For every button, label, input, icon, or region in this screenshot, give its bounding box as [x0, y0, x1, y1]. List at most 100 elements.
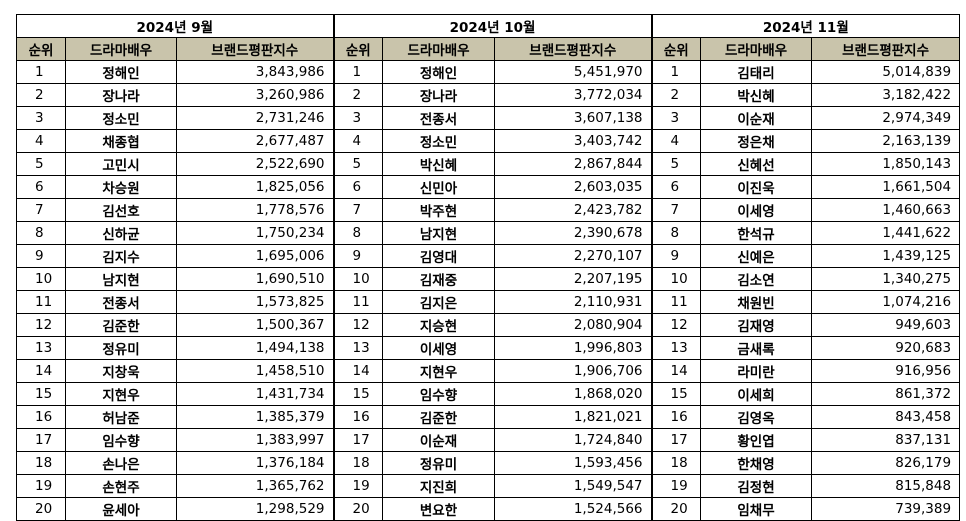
- brand-index-cell: 2,423,782: [494, 198, 653, 222]
- table-row: 6 차승원 1,825,056 6 신민아 2,603,035 6 이진욱 1,661,504: [16, 175, 961, 199]
- brand-index-cell: 3,182,422: [811, 83, 961, 107]
- rank-cell: 19: [16, 474, 66, 498]
- rank-cell: 4: [16, 129, 66, 153]
- actor-name-cell: 정소민: [382, 129, 496, 153]
- brand-index-cell: 1,340,275: [811, 267, 961, 291]
- actor-name-cell: 이세희: [700, 382, 813, 406]
- actor-name-cell: 황인엽: [700, 428, 813, 452]
- actor-name-cell: 전종서: [382, 106, 496, 130]
- actor-name-cell: 박주현: [382, 198, 496, 222]
- month-header-row: 2024년 9월 2024년 10월 2024년 11월: [15, 14, 961, 38]
- actor-name-cell: 장나라: [382, 83, 496, 107]
- actor-name-cell: 손나은: [65, 451, 177, 475]
- table-row: 10 남지현 1,690,510 10 김재중 2,207,195 10 김소연 1,340,2…: [16, 267, 961, 291]
- brand-index-cell: 5,014,839: [811, 60, 961, 84]
- actor-name-cell: 장나라: [65, 83, 177, 107]
- actor-name-cell: 전종서: [65, 290, 177, 314]
- actor-name-cell: 임수향: [65, 428, 177, 452]
- brand-index-cell: 3,403,742: [494, 129, 653, 153]
- brand-index-cell: 2,867,844: [494, 152, 653, 176]
- rank-cell: 10: [332, 267, 384, 291]
- rank-cell: 12: [332, 313, 384, 337]
- rank-cell: 17: [650, 428, 702, 452]
- actor-name-cell: 신예은: [700, 244, 813, 268]
- rank-cell: 18: [16, 451, 66, 475]
- rank-cell: 12: [16, 313, 66, 337]
- column-header-row: 순위 드라마배우 브랜드평판지수 순위 드라마배우 브랜드평판지수 순위 드라마…: [16, 37, 961, 61]
- rank-cell: 4: [650, 129, 702, 153]
- brand-index-cell: 1,778,576: [175, 198, 335, 222]
- actor-name-cell: 지현우: [65, 382, 177, 406]
- table-row: 15 지현우 1,431,734 15 임수향 1,868,020 15 이세희 861,372: [16, 382, 961, 406]
- actor-name-cell: 고민시: [65, 152, 177, 176]
- rank-cell: 20: [332, 497, 384, 521]
- rank-cell: 19: [332, 474, 384, 498]
- brand-index-cell: 2,603,035: [494, 175, 653, 199]
- brand-index-cell: 1,365,762: [175, 474, 335, 498]
- actor-name-cell: 채종협: [65, 129, 177, 153]
- actor-name-cell: 김태리: [700, 60, 813, 84]
- actor-name-cell: 임채무: [700, 497, 813, 521]
- actor-name-cell: 채원빈: [700, 290, 813, 314]
- actor-name-cell: 지승현: [382, 313, 496, 337]
- brand-index-cell: 1,549,547: [494, 474, 653, 498]
- brand-index-cell: 920,683: [811, 336, 961, 360]
- brand-index-cell: 826,179: [811, 451, 961, 475]
- rank-cell: 3: [332, 106, 384, 130]
- brand-index-cell: 1,868,020: [494, 382, 653, 406]
- brand-index-cell: 1,996,803: [494, 336, 653, 360]
- actor-name-cell: 김소연: [700, 267, 813, 291]
- index-header: 브랜드평판지수: [175, 37, 335, 61]
- actor-name-cell: 정유미: [65, 336, 177, 360]
- brand-index-cell: 2,390,678: [494, 221, 653, 245]
- brand-index-cell: 1,385,379: [175, 405, 335, 429]
- brand-index-cell: 2,522,690: [175, 152, 335, 176]
- rank-cell: 20: [16, 497, 66, 521]
- rank-cell: 8: [650, 221, 702, 245]
- rank-cell: 10: [650, 267, 702, 291]
- actor-header: 드라마배우: [700, 37, 813, 61]
- actor-name-cell: 정소민: [65, 106, 177, 130]
- actor-name-cell: 차승원: [65, 175, 177, 199]
- actor-name-cell: 남지현: [65, 267, 177, 291]
- rank-cell: 3: [650, 106, 702, 130]
- brand-index-cell: 3,843,986: [175, 60, 335, 84]
- brand-index-cell: 837,131: [811, 428, 961, 452]
- brand-index-cell: 1,460,663: [811, 198, 961, 222]
- rank-cell: 2: [16, 83, 66, 107]
- brand-index-cell: 2,163,139: [811, 129, 961, 153]
- rank-cell: 11: [332, 290, 384, 314]
- brand-index-cell: 1,500,367: [175, 313, 335, 337]
- actor-name-cell: 지창욱: [65, 359, 177, 383]
- brand-index-cell: 2,270,107: [494, 244, 653, 268]
- actor-name-cell: 신민아: [382, 175, 496, 199]
- rank-cell: 11: [16, 290, 66, 314]
- rank-cell: 15: [332, 382, 384, 406]
- rank-cell: 5: [16, 152, 66, 176]
- actor-name-cell: 김재중: [382, 267, 496, 291]
- brand-index-cell: 949,603: [811, 313, 961, 337]
- rank-cell: 2: [650, 83, 702, 107]
- brand-index-cell: 1,695,006: [175, 244, 335, 268]
- brand-index-cell: 2,974,349: [811, 106, 961, 130]
- actor-name-cell: 김지수: [65, 244, 177, 268]
- brand-index-cell: 1,441,622: [811, 221, 961, 245]
- actor-name-cell: 이순재: [382, 428, 496, 452]
- actor-name-cell: 김정현: [700, 474, 813, 498]
- actor-name-cell: 이세영: [382, 336, 496, 360]
- actor-name-cell: 윤세아: [65, 497, 177, 521]
- actor-name-cell: 지진희: [382, 474, 496, 498]
- brand-index-cell: 2,080,904: [494, 313, 653, 337]
- rank-cell: 4: [332, 129, 384, 153]
- brand-index-cell: 1,524,566: [494, 497, 653, 521]
- brand-index-cell: 1,825,056: [175, 175, 335, 199]
- actor-name-cell: 한채영: [700, 451, 813, 475]
- brand-index-cell: 1,593,456: [494, 451, 653, 475]
- brand-index-cell: 916,956: [811, 359, 961, 383]
- rank-cell: 9: [16, 244, 66, 268]
- table-row: 13 정유미 1,494,138 13 이세영 1,996,803 13 금새록 920,683: [16, 336, 961, 360]
- actor-name-cell: 남지현: [382, 221, 496, 245]
- actor-name-cell: 정유미: [382, 451, 496, 475]
- brand-index-cell: 1,439,125: [811, 244, 961, 268]
- rank-cell: 13: [16, 336, 66, 360]
